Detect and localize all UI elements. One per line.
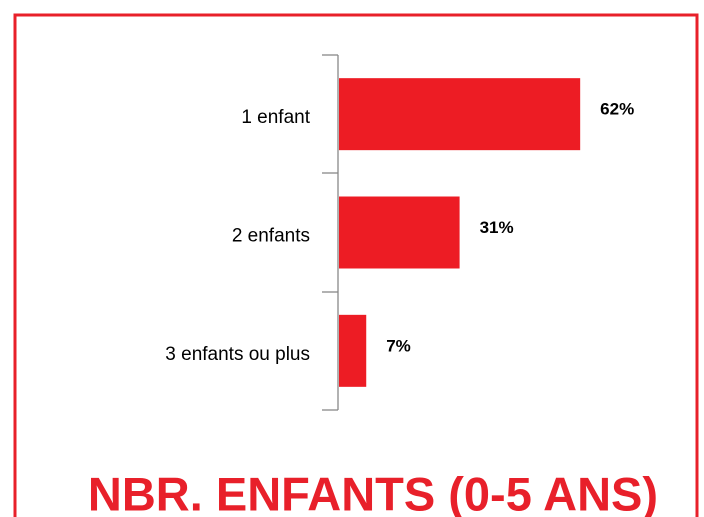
value-label: 62% bbox=[600, 100, 634, 119]
chart-title: NBR. ENFANTS (0-5 ANS) bbox=[88, 467, 658, 517]
value-label: 7% bbox=[386, 336, 411, 355]
value-label: 31% bbox=[480, 218, 514, 237]
bar bbox=[339, 314, 367, 387]
category-axis bbox=[322, 54, 339, 411]
category-label: 1 enfant bbox=[241, 107, 310, 128]
frame bbox=[13, 13, 699, 517]
category-label: 3 enfants ou plus bbox=[165, 344, 310, 365]
bar bbox=[339, 78, 581, 151]
category-label: 2 enfants bbox=[232, 226, 310, 247]
bar bbox=[339, 196, 460, 269]
